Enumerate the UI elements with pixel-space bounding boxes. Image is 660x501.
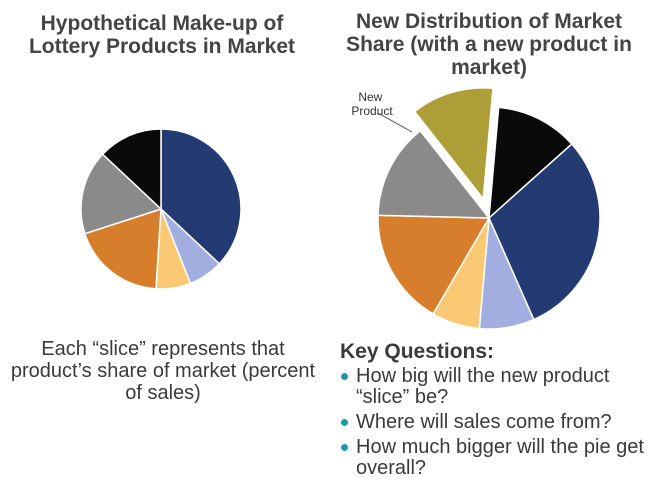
key-question-item: Where will sales come from? [340,412,650,433]
key-question-item: How big will the new product “slice” be? [340,366,650,408]
pie-slice-product-e [80,153,163,235]
right-chart-title: New Distribution of Market Share (with a… [346,10,632,79]
right-pie-chart [377,87,601,330]
annotation-leader-line [377,112,413,133]
pie-slice-product-d [83,207,162,290]
pie-caption: Each “slice” represents that product’s s… [10,338,316,404]
key-questions-list: How big will the new product “slice” be?… [340,366,650,483]
new-product-annotation: New Product [351,90,393,118]
bullet-icon [341,444,348,451]
pie-slice-product-a [488,142,601,321]
left-chart-title: Hypothetical Make-up of Lottery Products… [28,12,296,58]
left-pie-chart [80,128,242,290]
pie-slice-product-f [488,106,573,220]
bullet-icon [341,373,348,380]
pie-slice-product-a [160,128,242,265]
bullet-icon [341,419,348,426]
pie-slice-new-product [413,87,494,201]
pie-slice-product-e [377,129,491,219]
key-questions-title: Key Questions: [340,340,495,363]
pie-slice-product-d [377,214,491,315]
key-question-item: How much bigger will the pie get overall… [340,437,650,479]
pie-slice-product-f [101,128,162,211]
